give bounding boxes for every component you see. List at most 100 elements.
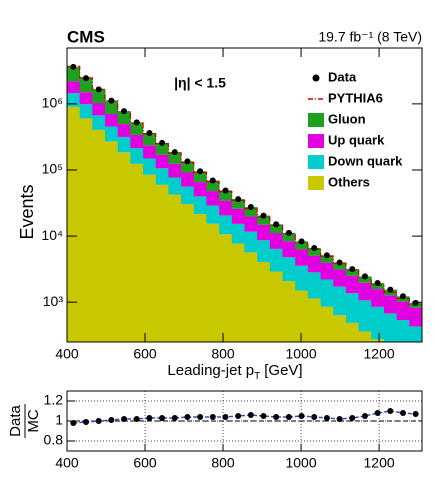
data-point bbox=[222, 187, 229, 194]
stack-bar bbox=[320, 279, 334, 307]
stack-bar bbox=[358, 276, 372, 283]
ratio-point bbox=[374, 410, 381, 416]
stack-bar bbox=[181, 203, 195, 342]
stack-bar bbox=[307, 272, 321, 299]
stack-bar bbox=[295, 290, 309, 342]
x-tick-label: 1000 bbox=[285, 346, 316, 362]
data-point bbox=[184, 158, 191, 165]
stack-bar bbox=[257, 224, 271, 241]
x-axis-label-main: Leading-jet p bbox=[167, 362, 254, 379]
stack-bar bbox=[409, 307, 422, 327]
stack-bar bbox=[92, 89, 106, 104]
data-point bbox=[121, 108, 128, 115]
stack-bar bbox=[345, 269, 359, 276]
data-point bbox=[108, 97, 115, 104]
y-tick-label: 10⁵ bbox=[42, 161, 63, 177]
legend-label: Down quark bbox=[328, 153, 403, 168]
stack-bar bbox=[383, 313, 397, 342]
data-point bbox=[349, 266, 356, 273]
ratio-point bbox=[285, 414, 292, 420]
stack-bar bbox=[79, 78, 93, 93]
stack-bar bbox=[193, 214, 207, 342]
stack-bar bbox=[219, 234, 233, 342]
data-point bbox=[247, 204, 254, 211]
stack-bar bbox=[219, 190, 233, 201]
ratio-point bbox=[260, 413, 267, 419]
stack-bar bbox=[244, 252, 258, 342]
stack-bar bbox=[168, 194, 182, 342]
ratio-point bbox=[171, 415, 178, 421]
x-tick-label: 600 bbox=[133, 346, 157, 362]
stack-bar bbox=[371, 339, 385, 342]
stack-bar bbox=[219, 215, 233, 235]
stack-bar bbox=[206, 223, 220, 342]
stack-bar bbox=[79, 92, 93, 105]
y-tick-label: 0.8 bbox=[44, 432, 64, 448]
stack-bar bbox=[333, 269, 347, 287]
stack-bar bbox=[269, 233, 283, 249]
stack-bar bbox=[130, 122, 144, 135]
ratio-point bbox=[133, 416, 140, 422]
stack-bar bbox=[193, 171, 207, 183]
data-point bbox=[197, 168, 204, 175]
stack-bar bbox=[269, 224, 283, 234]
x-tick-label: 1000 bbox=[285, 455, 316, 471]
y-tick-label: 10³ bbox=[43, 293, 64, 309]
stack-bar bbox=[67, 93, 80, 107]
stack-bar bbox=[155, 142, 169, 155]
legend-marker bbox=[312, 74, 320, 82]
stack-bar bbox=[155, 184, 169, 342]
legend-swatch bbox=[308, 176, 324, 190]
stack-bar bbox=[320, 255, 334, 263]
axes: 400 600 800 1000 1200 10³ 10⁴ 10⁵ 10⁶ Data PYTHIA6… bbox=[41, 47, 423, 471]
stack-bar bbox=[79, 104, 93, 119]
stack-bar bbox=[155, 154, 169, 169]
ratio-point bbox=[361, 413, 368, 419]
stack-bar bbox=[345, 293, 359, 323]
stack-bar bbox=[333, 262, 347, 270]
ratio-point bbox=[209, 414, 216, 420]
stack-bar bbox=[168, 163, 182, 178]
x-tick-label: 1200 bbox=[364, 455, 395, 471]
stack-bar bbox=[231, 199, 245, 209]
stack-bar bbox=[181, 172, 195, 187]
stack-bar bbox=[269, 248, 283, 272]
experiment-label: CMS bbox=[67, 27, 105, 46]
data-point bbox=[209, 177, 216, 184]
stack-bar bbox=[244, 207, 258, 217]
stack-bar bbox=[143, 158, 157, 175]
stack-bar bbox=[206, 205, 220, 224]
stack-bar bbox=[181, 186, 195, 204]
stack-bar bbox=[206, 191, 220, 206]
x-axis-label: Leading-jet pT [GeV] bbox=[167, 362, 302, 382]
stack-bar bbox=[143, 145, 157, 159]
stack-bar bbox=[333, 286, 347, 316]
stack-bar bbox=[244, 216, 258, 232]
stack-bar bbox=[143, 132, 157, 146]
ratio-point bbox=[121, 416, 128, 422]
data-point bbox=[95, 86, 102, 93]
stack-bar bbox=[155, 168, 169, 185]
x-tick-label: 800 bbox=[211, 455, 235, 471]
ratio-point bbox=[222, 414, 229, 420]
data-point bbox=[171, 149, 178, 156]
data-point bbox=[273, 221, 280, 228]
data-point bbox=[399, 293, 406, 300]
y-tick-label: 10⁶ bbox=[42, 95, 63, 111]
stack-bar bbox=[92, 103, 106, 116]
stack-bar bbox=[295, 241, 309, 250]
x-axis-label-unit: [GeV] bbox=[264, 362, 302, 379]
stack-bar bbox=[371, 306, 385, 340]
stack-bar bbox=[130, 134, 144, 149]
data-point bbox=[70, 63, 77, 70]
stack-bar bbox=[117, 136, 131, 153]
legend-label: Others bbox=[328, 174, 370, 189]
y-axis-label: Events bbox=[17, 184, 37, 239]
stack-bar bbox=[282, 257, 296, 282]
stack-bar bbox=[345, 275, 359, 294]
stack-bar bbox=[371, 283, 385, 290]
stack-bar bbox=[117, 124, 131, 137]
ratio-point bbox=[95, 418, 102, 424]
y-tick-label: 1 bbox=[55, 412, 63, 428]
stack-bar bbox=[396, 301, 410, 320]
